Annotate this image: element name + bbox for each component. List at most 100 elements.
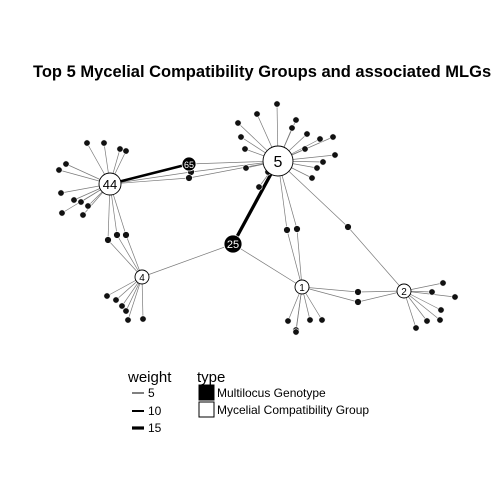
mlg-node-65 — [181, 156, 197, 172]
edge-4-leaf-3 — [127, 276, 143, 321]
mlg-leaf-44-3 — [116, 145, 124, 153]
edge-cross-12 — [301, 286, 359, 303]
mlg-leaf-5-13 — [308, 174, 316, 182]
mlg-shared-leaf-2 — [283, 226, 291, 234]
edge-cross-10 — [232, 243, 303, 288]
edge-cross-21 — [109, 171, 192, 185]
mlg-leaf-4-2 — [122, 307, 130, 315]
legend-type-label-mlg: Multilocus Genotype — [217, 386, 326, 400]
mlg-leaf-5-5 — [237, 133, 245, 141]
mcg-node-label-44: 44 — [103, 177, 117, 192]
legend-type-title: type — [197, 369, 225, 386]
mlg-leaf-44-8 — [58, 209, 66, 217]
strong-edge-44-65 — [109, 162, 190, 186]
edge-cross-11 — [301, 286, 359, 293]
mlg-leaf-1-3 — [284, 317, 292, 325]
edge-cross-18 — [125, 234, 143, 278]
mlg-leaf-4-1 — [118, 302, 126, 310]
mlg-leaf-5-16 — [301, 145, 309, 153]
mlg-leaf-2-3 — [437, 306, 445, 314]
legend-type-swatch-mcg — [198, 401, 215, 418]
mlg-leaf-44-0 — [83, 139, 91, 147]
edge-1-leaf-4 — [295, 286, 303, 333]
mlg-leaf-5-4 — [303, 130, 311, 138]
edge-cross-16 — [107, 239, 143, 278]
edge-cross-9 — [141, 243, 234, 278]
mlg-leaf-2-4 — [436, 316, 444, 324]
mcg-node-label-1: 1 — [299, 283, 305, 294]
mlg-leaf-2-6 — [412, 324, 420, 332]
edge-2-leaf-4 — [403, 290, 441, 321]
mcg-node-label-5: 5 — [274, 154, 283, 171]
mlg-leaf-5-2 — [292, 116, 300, 124]
mlg-leaf-5-3 — [234, 119, 242, 127]
mlg-leaf-44-10 — [79, 211, 87, 219]
edge-cross-22 — [109, 177, 190, 185]
legend-weight: weight 5 10 15 — [127, 369, 172, 435]
edge-cross-13 — [357, 290, 405, 293]
mlg-leaf-2-5 — [423, 317, 431, 325]
mlg-shared-leaf-9 — [122, 231, 130, 239]
mlg-shared-leaf-7 — [104, 236, 112, 244]
legend-type-swatch-mlg — [198, 384, 215, 401]
mlg-leaf-5-6 — [316, 135, 324, 143]
mlg-shared-leaf-3 — [293, 225, 301, 233]
mlg-node-25 — [223, 234, 243, 254]
legend-type: type Multilocus Genotype Mycelial Compat… — [197, 369, 369, 418]
mlg-leaf-44-2 — [62, 160, 70, 168]
mlg-leaf-44-4 — [55, 166, 63, 174]
mlg-leaf-4-4 — [139, 315, 147, 323]
mlg-leaf-44-11 — [77, 198, 85, 206]
mlg-node-label-25: 25 — [227, 239, 239, 251]
mlg-shared-leaf-1 — [185, 174, 193, 182]
mlg-leaf-1-2 — [318, 316, 326, 324]
legend-weight-title: weight — [127, 369, 172, 386]
mlg-leaf-5-9 — [331, 151, 339, 159]
diagram-title: Top 5 Mycelial Compatibility Groups and … — [33, 63, 491, 81]
edge-cross-5 — [277, 160, 349, 228]
mlg-leaf-5-8 — [241, 145, 249, 153]
strong-edge-5-25 — [231, 160, 280, 245]
legend-weight-label-15: 15 — [148, 421, 162, 435]
edge-cross-17 — [116, 234, 143, 278]
mlg-leaf-5-12 — [313, 164, 321, 172]
mlg-leaf-layer — [55, 100, 459, 336]
legend-weight-label-5: 5 — [148, 386, 155, 400]
mlg-leaf-2-1 — [428, 288, 436, 296]
edge-cross-14 — [357, 290, 405, 303]
mlg-leaf-2-0 — [439, 279, 447, 287]
mlg-leaf-1-1 — [306, 316, 314, 324]
mlg-leaf-4-5 — [112, 296, 120, 304]
edge-cross-20 — [296, 228, 303, 288]
mlg-leaf-44-9 — [84, 202, 92, 210]
mlg-shared-leaf-6 — [354, 298, 362, 306]
mlg-shared-leaf-5 — [354, 288, 362, 296]
mcg-node-label-4: 4 — [139, 273, 145, 284]
edge-cross-15 — [347, 226, 405, 292]
legend-weight-label-10: 10 — [148, 404, 162, 418]
mlg-leaf-5-14 — [255, 183, 263, 191]
mlg-leaf-44-1 — [100, 139, 108, 147]
mlg-leaf-44-7 — [70, 196, 78, 204]
mlg-leaf-1-4 — [292, 328, 300, 336]
mlg-leaf-2-2 — [451, 293, 459, 301]
mlg-leaf-5-1 — [253, 110, 261, 118]
edge-cross-19 — [286, 229, 303, 288]
legend-type-label-mcg: Mycelial Compatibility Group — [217, 403, 369, 417]
mlg-node-label-65: 65 — [184, 160, 194, 170]
mlg-leaf-44-5 — [122, 147, 130, 155]
mcg-node-2 — [396, 283, 412, 299]
mcg-node-5 — [262, 145, 294, 177]
mcg-node-44 — [98, 172, 122, 196]
mcg-node-1 — [294, 279, 310, 295]
mlg-leaf-5-11 — [242, 164, 250, 172]
mlg-leaf-5-0 — [273, 100, 281, 108]
mlg-leaf-5-7 — [329, 133, 337, 141]
mlg-leaf-4-3 — [124, 316, 132, 324]
mlg-leaf-5-10 — [319, 158, 327, 166]
mcg-node-label-2: 2 — [401, 287, 407, 298]
mlg-leaf-44-6 — [57, 189, 65, 197]
mlg-leaf-5-17 — [288, 124, 296, 132]
